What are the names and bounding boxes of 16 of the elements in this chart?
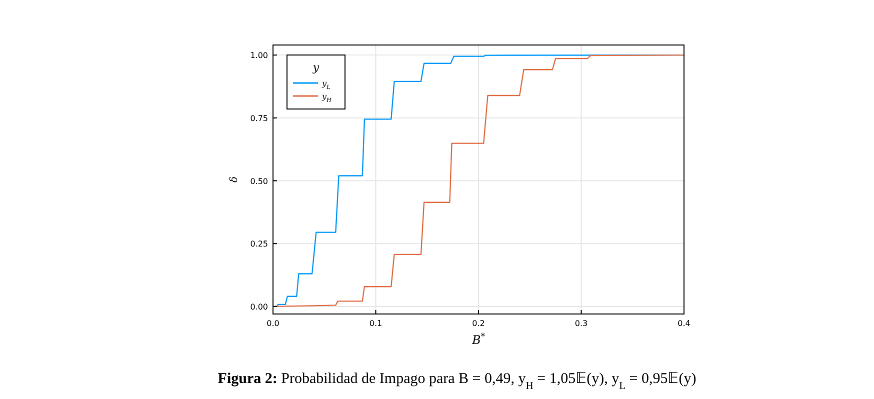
y-tick-label: 0.50 — [250, 176, 268, 186]
x-tick-label: 0.2 — [472, 319, 485, 328]
x-tick-label: 0.1 — [369, 319, 382, 328]
x-tick-label: 0.4 — [678, 319, 690, 328]
x-tick-label: 0.3 — [574, 319, 588, 328]
y-tick-label: 0.25 — [250, 240, 268, 249]
text: Figura 2: Probabilidad de Impago para B = 0,49, y$_{H}$ = 1,05𝔼(y), y$_{L}$ = 0,95𝔼(y) — [218, 371, 696, 392]
x-axis-title: B$^{*}$ — [470, 331, 486, 347]
y-tick-label: 1.00 — [250, 51, 268, 60]
legend-title: y — [312, 61, 320, 74]
x-tick-label: 0.0 — [266, 319, 280, 328]
y-tick-label: 0.75 — [250, 114, 268, 123]
y-tick-label: 0.00 — [250, 302, 268, 312]
y-axis-title: δ — [229, 176, 240, 183]
legend-label: y$_{H}$ — [321, 92, 332, 104]
legend-label: y$_{L}$ — [321, 79, 331, 91]
